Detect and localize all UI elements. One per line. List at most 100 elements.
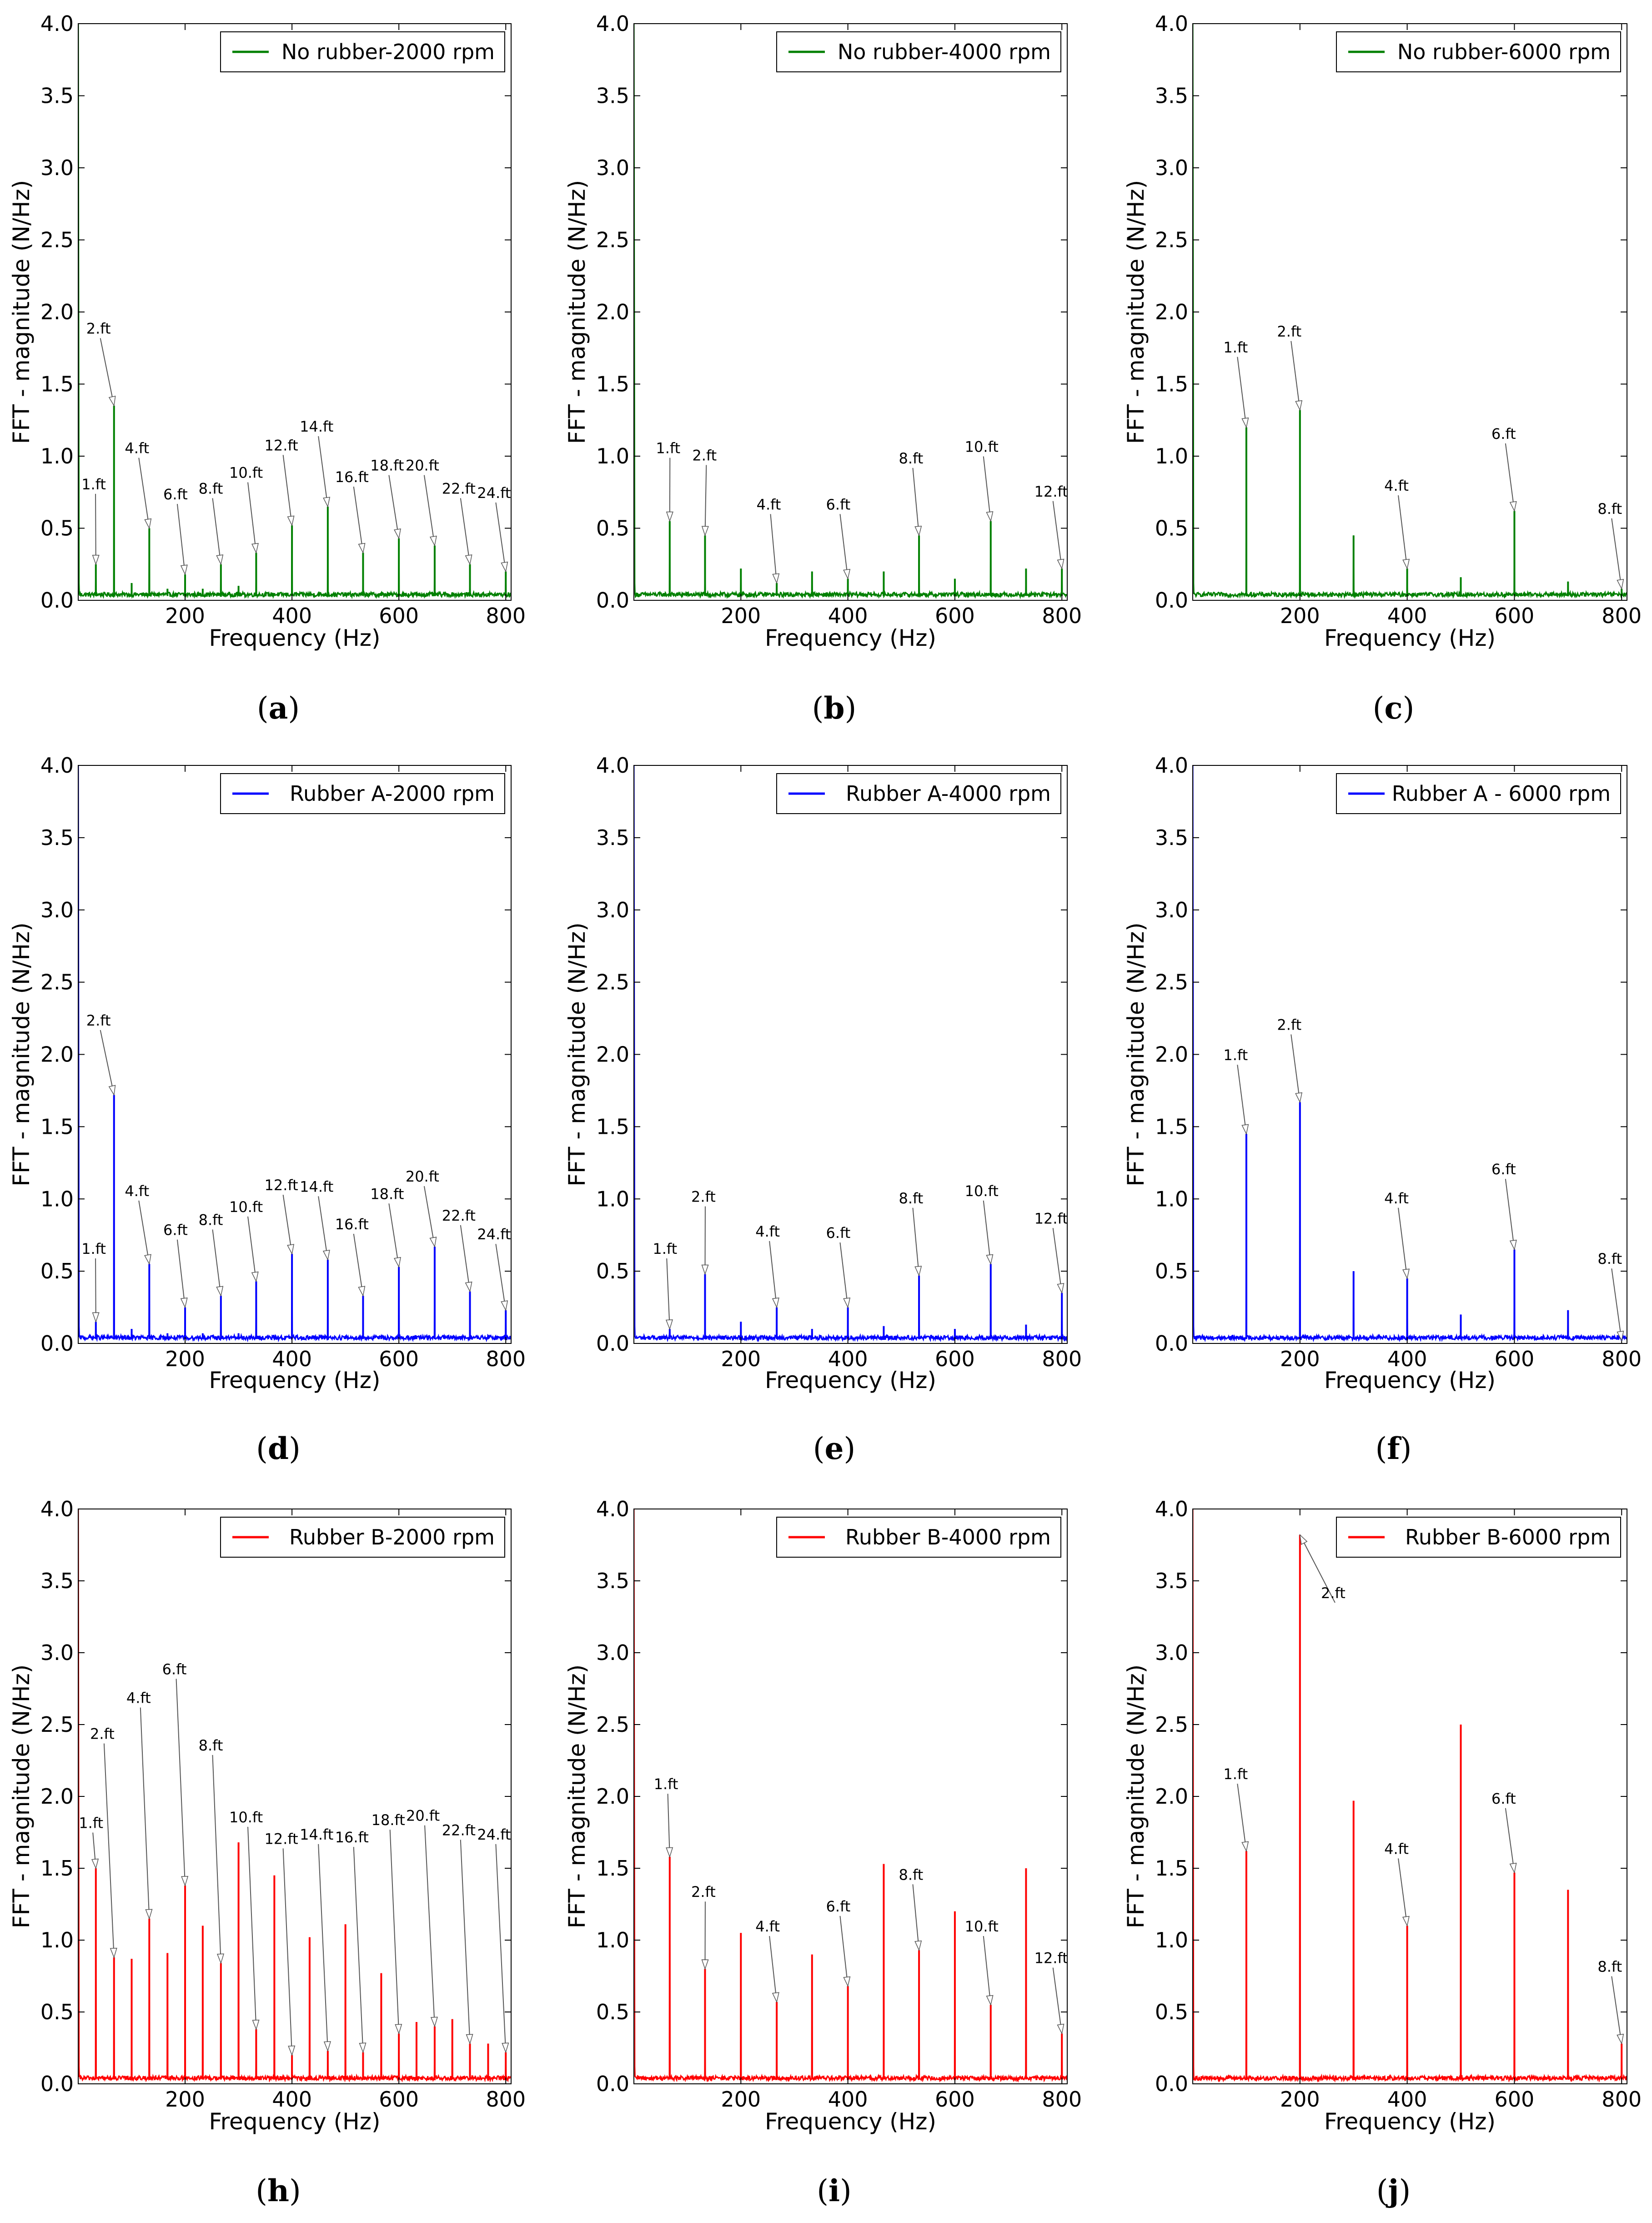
y-tick-label: 4.0	[1155, 753, 1188, 778]
annotation: 8.ft	[899, 1190, 923, 1277]
x-tick-label: 400	[1387, 604, 1427, 628]
annotation-arrow	[912, 1884, 920, 1951]
annotation-arrow	[318, 436, 328, 507]
annotation-arrow	[1290, 1034, 1301, 1102]
annotation: 2.ft	[86, 320, 116, 407]
plot-frame	[78, 1509, 512, 2084]
annotation: 6.ft	[826, 496, 851, 580]
annotation: 18.ft	[372, 1811, 405, 2035]
y-tick-label: 4.0	[596, 753, 629, 778]
annotation-arrow	[353, 1847, 364, 2052]
x-axis-label: Frequency (Hz)	[1324, 1367, 1496, 1393]
annotation-arrow	[353, 486, 364, 553]
annotation-label: 1.ft	[79, 1815, 103, 1832]
panel-caption: (i)	[817, 2173, 852, 2208]
y-tick-label: 2.0	[596, 300, 629, 324]
caption-letter: b	[823, 690, 844, 726]
chart-panel-h: 0.0 0.5 1.0 1.5 2.0 2.5 3.0 3.5 4.0 200 400 600 800 F…	[8, 1497, 526, 2208]
x-tick-label: 600	[935, 2087, 975, 2112]
annotation-label: 4.ft	[755, 1918, 780, 1935]
annotation-label: 16.ft	[335, 1829, 369, 1846]
legend-label: Rubber A-4000 rpm	[846, 781, 1051, 806]
annotation: 2.ft	[1299, 1534, 1346, 1603]
annotation: 1.ft	[1223, 1765, 1249, 1852]
annotation-label: 1.ft	[81, 1240, 106, 1257]
annotation-arrow	[495, 1844, 507, 2052]
annotation: 2.ft	[90, 1725, 117, 1959]
legend-label: Rubber A-2000 rpm	[290, 781, 495, 806]
annotation-arrowhead	[501, 561, 508, 573]
y-tick-label: 3.0	[40, 1640, 74, 1665]
annotation-label: 22.ft	[442, 480, 476, 497]
y-tick-label: 1.5	[40, 1114, 74, 1139]
annotation-label: 1.ft	[1223, 1765, 1248, 1783]
y-tick-label: 0.5	[1155, 1259, 1188, 1283]
annotation-label: 6.ft	[162, 1660, 187, 1678]
annotation-label: 2.ft	[86, 320, 111, 337]
annotation-arrowhead	[986, 1995, 994, 2006]
plot-frame	[1192, 1509, 1627, 2084]
y-tick-label: 0.5	[596, 2000, 629, 2024]
chart-panel-e: 0.0 0.5 1.0 1.5 2.0 2.5 3.0 3.5 4.0 200 400 600 800 F…	[564, 753, 1082, 1466]
y-tick-label: 2.5	[1155, 1712, 1188, 1737]
annotation-arrow	[388, 1203, 400, 1267]
x-axis-label: Frequency (Hz)	[209, 1367, 380, 1393]
x-tick-label: 800	[486, 604, 526, 628]
annotation-arrow	[839, 514, 849, 579]
annotation: 12.ft	[265, 1177, 298, 1255]
annotation: 12.ft	[265, 437, 298, 527]
annotation-label: 6.ft	[826, 496, 851, 513]
annotation: 10.ft	[229, 1198, 263, 1282]
plot-frame	[78, 765, 512, 1344]
annotation-label: 6.ft	[163, 486, 188, 503]
annotation: 8.ft	[899, 450, 924, 537]
annotation-label: 8.ft	[899, 450, 924, 467]
x-tick-label: 600	[379, 2087, 419, 2112]
annotation-arrow	[138, 458, 150, 528]
annotation-label: 14.ft	[300, 418, 333, 435]
x-tick-label: 600	[935, 1347, 975, 1371]
x-axis-label: Frequency (Hz)	[209, 625, 380, 651]
y-tick-label: 0.5	[1155, 516, 1188, 541]
annotation: 1.ft	[656, 440, 680, 522]
annotation-arrow	[1505, 1179, 1515, 1250]
annotation: 18.ft	[370, 1185, 404, 1268]
annotation-arrowhead	[1057, 558, 1065, 570]
annotation-label: 10.ft	[229, 464, 263, 482]
y-tick-label: 0.0	[1155, 2072, 1188, 2096]
y-tick-label: 1.0	[1155, 1187, 1188, 1211]
y-tick-label: 1.5	[1155, 1856, 1188, 1881]
annotation-arrow	[95, 1258, 96, 1322]
x-axis-label: Frequency (Hz)	[1324, 2108, 1496, 2135]
y-tick-label: 3.0	[596, 1640, 629, 1665]
x-axis-label: Frequency (Hz)	[209, 2108, 380, 2135]
caption-open-paren: (	[256, 1431, 268, 1466]
caption-close-paren: )	[1399, 2173, 1411, 2208]
y-tick-label: 1.5	[596, 1114, 629, 1139]
plot-frame	[1192, 765, 1627, 1344]
caption-close-paren: )	[840, 2173, 852, 2208]
annotation: 4.ft	[755, 1918, 780, 2003]
spectrum-line	[78, 765, 511, 1343]
annotation: 8.ft	[199, 480, 224, 566]
annotation-label: 4.ft	[1384, 1840, 1409, 1857]
y-tick-label: 1.5	[40, 372, 74, 397]
x-tick-label: 800	[1602, 604, 1642, 628]
chart-panel-j: 0.0 0.5 1.0 1.5 2.0 2.5 3.0 3.5 4.0 200 400 600 800 F…	[1123, 1497, 1642, 2208]
annotation: 8.ft	[199, 1211, 224, 1297]
annotation-arrowhead	[1402, 1268, 1410, 1280]
y-tick-label: 0.5	[1155, 2000, 1188, 2024]
annotation-arrow	[176, 1679, 186, 1886]
annotation-label: 10.ft	[965, 438, 999, 455]
x-tick-label: 400	[272, 604, 312, 628]
annotation-label: 1.ft	[1223, 339, 1248, 356]
annotation: 14.ft	[300, 418, 333, 508]
annotation-arrowhead	[287, 515, 295, 527]
y-axis-label: FFT - magnitude (N/Hz)	[564, 922, 590, 1186]
annotation-arrow	[983, 1936, 991, 2005]
legend: Rubber B-6000 rpm	[1336, 1517, 1621, 1558]
caption-open-paren: (	[257, 691, 269, 726]
caption-open-paren: (	[817, 2173, 829, 2208]
chart-panel-d: 0.0 0.5 1.0 1.5 2.0 2.5 3.0 3.5 4.0 200 400 600 800 F…	[8, 753, 526, 1466]
